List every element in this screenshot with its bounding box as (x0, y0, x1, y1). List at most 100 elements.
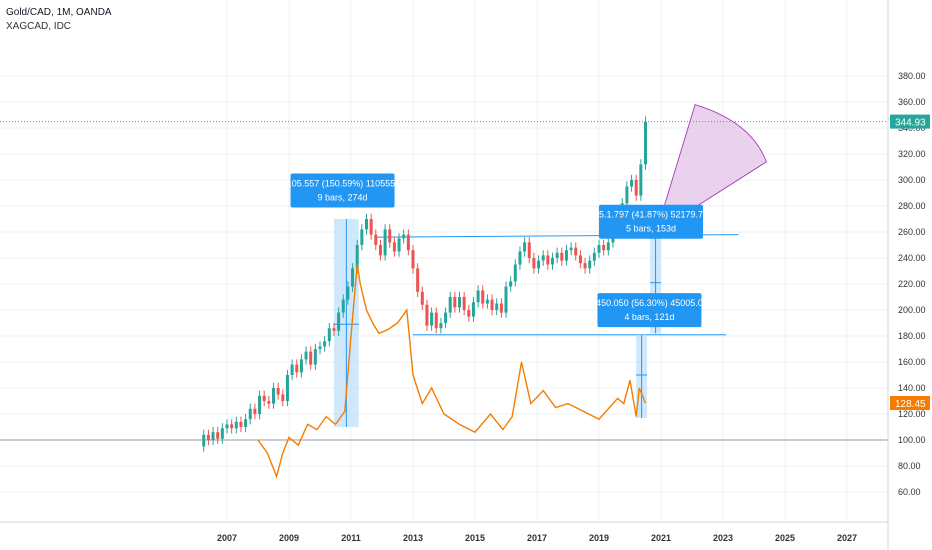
candle-body (458, 297, 461, 308)
y-tick-label: 100.00 (898, 435, 926, 445)
candle-body (397, 238, 401, 252)
x-tick-label: 2025 (775, 533, 795, 543)
candle-body (234, 421, 238, 429)
x-tick-label: 2009 (279, 533, 299, 543)
candle-body (276, 388, 280, 395)
candle-body (258, 395, 262, 414)
x-tick-label: 2023 (713, 533, 733, 543)
candle-body (392, 242, 396, 252)
x-tick-label: 2017 (527, 533, 547, 543)
candle-body (499, 303, 503, 313)
fib-fan-drawing[interactable] (655, 104, 767, 233)
candle-body (644, 121, 647, 165)
y-tick-label: 280.00 (898, 201, 926, 211)
candle-body (606, 242, 610, 251)
candle-body (416, 268, 420, 292)
candle-body (323, 341, 327, 347)
price-tag-label: 128.45 (895, 399, 926, 410)
candle-body (253, 408, 257, 414)
candle-body (369, 219, 373, 235)
candle-body (564, 250, 568, 261)
candle-body (360, 229, 364, 245)
candle-body (411, 250, 415, 269)
candle-body (281, 394, 285, 401)
candle-body (471, 302, 475, 317)
candle-body (248, 408, 252, 420)
candle-body (490, 299, 494, 310)
candle-body (574, 247, 578, 256)
candle-body (532, 258, 536, 269)
x-tick-label: 2013 (403, 533, 423, 543)
candle-body (578, 255, 582, 264)
y-tick-label: 360.00 (898, 97, 926, 107)
y-tick-label: 200.00 (898, 305, 926, 315)
candle-body (211, 432, 215, 440)
candle-body (388, 229, 392, 243)
measure-label-box: 1105.557 (150.59%) 110555.7 9 bars, 274d (282, 173, 403, 208)
candle-body (285, 375, 289, 401)
candle-body (467, 310, 471, 317)
measure-label-line1: 450.050 (56.30%) 45005.0 (596, 298, 703, 308)
candle-body (402, 234, 406, 239)
chart-title: Gold/CAD, 1M, OANDA (6, 7, 112, 18)
compare-symbol-label: XAGCAD, IDC (6, 21, 72, 32)
x-tick-label: 2015 (465, 533, 485, 543)
price-tag-bg (890, 396, 930, 411)
candle-body (239, 421, 243, 427)
candle-body (602, 245, 606, 251)
candle-body (295, 364, 299, 373)
candle-body (202, 434, 206, 447)
measure-labels: 1105.557 (150.59%) 110555.7 9 bars, 274d 5… (282, 173, 703, 328)
candle-body (420, 291, 424, 305)
candle-body (509, 281, 513, 287)
candle-body (299, 359, 303, 373)
measure-label-line1: 5.1.797 (41.87%) 52179.7 (599, 210, 703, 220)
candle-body (272, 388, 275, 404)
candle-body (476, 290, 480, 303)
candle-body (244, 419, 248, 427)
y-tick-label: 220.00 (898, 279, 926, 289)
candle-body (346, 286, 350, 300)
measure-label-line2: 9 bars, 274d (318, 193, 368, 203)
candle-body (551, 258, 554, 265)
candle-body (374, 234, 378, 245)
measure-label-box: 5.1.797 (41.87%) 52179.7 5 bars, 153d (599, 204, 703, 239)
candle-body (378, 245, 382, 256)
candle-body (527, 242, 531, 258)
candle-body (406, 234, 410, 251)
y-tick-label: 300.00 (898, 175, 926, 185)
candle-body (341, 299, 345, 313)
candle-body (537, 260, 541, 269)
horizontal-levels (0, 234, 888, 441)
silver-series-line (257, 264, 647, 479)
candle-body (206, 434, 210, 440)
candle-body (583, 263, 587, 269)
measure-label-bg (597, 293, 702, 328)
candle-body (462, 297, 466, 310)
x-tick-label: 2019 (589, 533, 609, 543)
candle-body (332, 328, 336, 331)
measure-label-bg (599, 204, 703, 239)
price-tag-bg (890, 114, 930, 129)
candle-body (634, 180, 638, 196)
y-tick-label: 320.00 (898, 149, 926, 159)
candle-body (313, 349, 317, 365)
candle-body (262, 395, 266, 401)
candle-body (588, 260, 592, 269)
candle-body (230, 424, 234, 429)
y-tick-label: 140.00 (898, 383, 926, 393)
measure-label-bg (290, 173, 395, 208)
y-tick-label: 80.00 (898, 461, 921, 471)
price-tags: 344.93 128.45 (890, 114, 930, 411)
y-tick-label: 160.00 (898, 357, 926, 367)
x-tick-label: 2021 (651, 533, 671, 543)
y-tick-label: 120.00 (898, 409, 926, 419)
candle-body (597, 245, 601, 253)
candle-body (481, 290, 485, 304)
candle-body (560, 252, 564, 261)
candle-body (639, 164, 643, 196)
candle-body (290, 364, 294, 375)
grid (0, 0, 888, 522)
